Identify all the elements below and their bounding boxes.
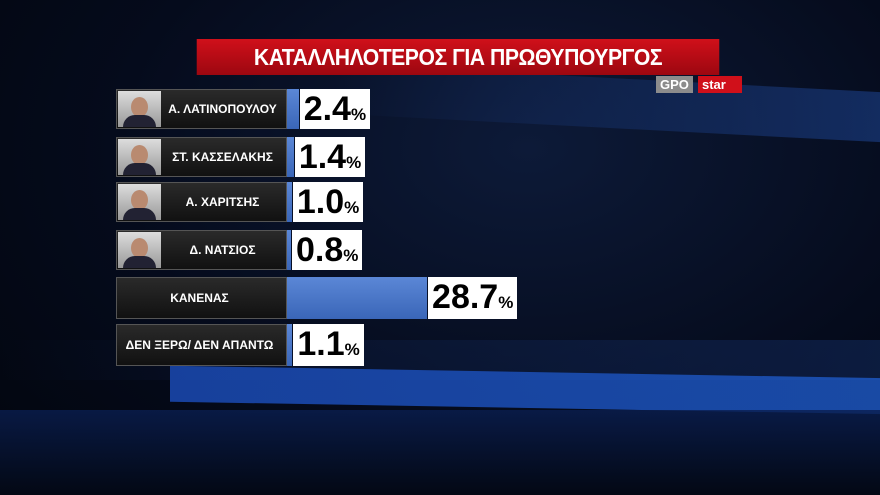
bar [287, 324, 293, 366]
candidate-photo [118, 184, 161, 220]
star-logo: star [698, 76, 742, 93]
candidate-photo [118, 232, 161, 268]
value-label: 1.1% [293, 324, 364, 366]
category-label-box: Α. ΧΑΡΙΤΣΗΣ [116, 182, 287, 222]
bar [287, 277, 428, 319]
gpo-logo: GPO [656, 76, 693, 93]
candidate-photo [118, 139, 161, 175]
bar [287, 182, 292, 222]
bar [287, 89, 299, 129]
category-label: Δ. ΝΑΤΣΙΟΣ [189, 242, 256, 257]
category-label: ΔΕΝ ΞΕΡΩ/ ΔΕΝ ΑΠΑΝΤΩ [125, 337, 274, 352]
category-label: Α. ΧΑΡΙΤΣΗΣ [185, 194, 260, 209]
category-label-box: Α. ΛΑΤΙΝΟΠΟΥΛΟΥ [116, 89, 287, 129]
category-label: ΚΑΝΕΝΑΣ [170, 290, 229, 305]
value-label: 1.0% [292, 182, 364, 222]
candidate-photo [118, 91, 161, 127]
category-label: ΣΤ. ΚΑΣΣΕΛΑΚΗΣ [172, 149, 273, 164]
value-label: 28.7% [428, 277, 518, 319]
chart-title: ΚΑΤΑΛΛΗΛΟΤΕΡΟΣ ΓΙΑ ΠΡΩΘΥΠΟΥΡΓΟΣ [196, 39, 720, 75]
bar [287, 137, 294, 177]
bar [287, 230, 291, 270]
category-label-box: Δ. ΝΑΤΣΙΟΣ [116, 230, 287, 270]
category-label: Α. ΛΑΤΙΝΟΠΟΥΛΟΥ [168, 101, 277, 116]
category-label-box: ΔΕΝ ΞΕΡΩ/ ΔΕΝ ΑΠΑΝΤΩ [116, 324, 287, 366]
value-label: 0.8% [292, 230, 363, 270]
category-label-box: ΚΑΝΕΝΑΣ [116, 277, 287, 319]
category-label-box: ΣΤ. ΚΑΣΣΕΛΑΚΗΣ [116, 137, 287, 177]
value-label: 2.4% [299, 89, 371, 129]
value-label: 1.4% [294, 137, 366, 177]
